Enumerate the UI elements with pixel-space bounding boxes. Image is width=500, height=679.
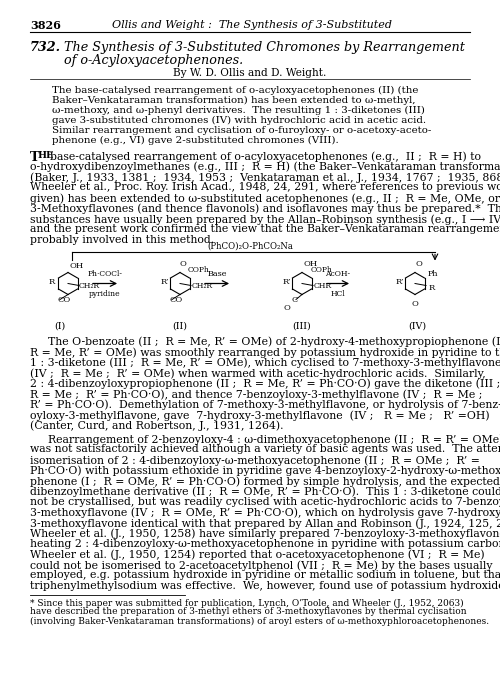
Text: dibenzoylmethane derivative (II ;  R = OMe, R’ = Ph·CO·O).  This 1 : 3-diketone : dibenzoylmethane derivative (II ; R = OM…	[30, 486, 500, 497]
Text: CH₂R: CH₂R	[192, 282, 213, 289]
Text: Similar rearrangement and cyclisation of o-furoyloxy- or o-acetoxy-aceto-: Similar rearrangement and cyclisation of…	[52, 126, 432, 135]
Text: gave 3-substituted chromones (IV) with hydrochloric acid in acetic acid.: gave 3-substituted chromones (IV) with h…	[52, 116, 426, 125]
Text: pyridine: pyridine	[89, 289, 121, 297]
Text: 3-methoxyflavone (IV ;  R = OMe, R’ = Ph·CO·O), which on hydrolysis gave 7-hydro: 3-methoxyflavone (IV ; R = OMe, R’ = Ph·…	[30, 507, 500, 518]
Text: Ph: Ph	[428, 270, 438, 278]
Text: (I): (I)	[54, 321, 66, 331]
Text: could not be isomerised to 2-acetoacetyltphenol (VII ;  R = Me) by the bases usu: could not be isomerised to 2-acetoacetyl…	[30, 560, 492, 570]
Text: T: T	[30, 151, 40, 164]
Text: Wheeler et al., Proc. Roy. Irish Acad., 1948, 24, 291, where references to previ: Wheeler et al., Proc. Roy. Irish Acad., …	[30, 183, 500, 193]
Text: Wheeler et al. (J., 1950, 1254) reported that o-acetoxyacetophenone (VI ;  R = M: Wheeler et al. (J., 1950, 1254) reported…	[30, 549, 484, 560]
Text: given) has been extended to ω-substituted acetophenones (e.g., II ;  R = Me, OMe: given) has been extended to ω-substitute…	[30, 193, 500, 204]
Text: Wheeler et al. (J., 1950, 1258) have similarly prepared 7-benzoyloxy-3-methoxyfl: Wheeler et al. (J., 1950, 1258) have sim…	[30, 528, 500, 539]
Text: R’: R’	[161, 278, 170, 285]
Text: HCl: HCl	[330, 289, 345, 297]
Text: By W. D. Ollis and D. Weight.: By W. D. Ollis and D. Weight.	[174, 68, 326, 78]
Text: R: R	[49, 278, 55, 285]
Text: O: O	[180, 261, 187, 268]
Text: oyloxy-3-methylflavone, gave  7-hydroxy-3-methylflavone  (IV ;   R = Me ;   R’ =: oyloxy-3-methylflavone, gave 7-hydroxy-3…	[30, 410, 490, 420]
Text: R’: R’	[283, 278, 292, 285]
Text: (II): (II)	[172, 321, 188, 331]
Text: 732.: 732.	[30, 41, 61, 54]
Text: (IV): (IV)	[408, 321, 426, 331]
Text: heating 2 : 4-dibenzoyloxy-ω-methoxyacetophenone in pyridine with potassium carb: heating 2 : 4-dibenzoyloxy-ω-methoxyacet…	[30, 539, 500, 549]
Text: OH: OH	[70, 261, 84, 270]
Text: and the present work confirmed the view that the Baker–Venkataraman rearrangemen: and the present work confirmed the view …	[30, 225, 500, 234]
Text: have described the preparation of 3-methyl ethers of 3-methoxyflavones by therma: have described the preparation of 3-meth…	[30, 608, 466, 617]
Text: triphenylmethylsodium was effective.  We, however, found use of potassium hydrox: triphenylmethylsodium was effective. We,…	[30, 581, 500, 591]
Text: The O-benzoate (II ;  R = Me, R’ = OMe) of 2-hydroxy-4-methoxypropiophenone (I ;: The O-benzoate (II ; R = Me, R’ = OMe) o…	[48, 337, 500, 347]
Text: 3-Methoxyflavones (and thence flavonols) and isoflavones may thus be prepared.* : 3-Methoxyflavones (and thence flavonols)…	[30, 204, 500, 214]
Text: R’ = Ph·CO·O).  Demethylation of 7-methoxy-3-methylflavone, or hydrolysis of 7-b: R’ = Ph·CO·O). Demethylation of 7-methox…	[30, 399, 500, 410]
Text: Ph·CO·O) with potassium ethoxide in pyridine gave 4-benzoyloxy-2-hydroxy-ω-metho: Ph·CO·O) with potassium ethoxide in pyri…	[30, 466, 500, 476]
Text: substances have usually been prepared by the Allan–Robinson synthesis (e.g., I ⟶: substances have usually been prepared by…	[30, 214, 500, 225]
Text: 3826: 3826	[30, 20, 61, 31]
Text: C: C	[292, 295, 298, 304]
Text: Rearrangement of 2-benzoyloxy-4 : ω-dimethoxyacetophenone (II ;  R = R’ = OMe): Rearrangement of 2-benzoyloxy-4 : ω-dime…	[48, 434, 500, 445]
Text: of o-Acyloxyacetophenones.: of o-Acyloxyacetophenones.	[64, 54, 243, 67]
Text: Ph·COCl-: Ph·COCl-	[88, 270, 122, 278]
Text: * Since this paper was submitted for publication, Lynch, O’Toole, and Wheeler (J: * Since this paper was submitted for pub…	[30, 598, 464, 608]
Text: phenone (I ;  R = OMe, R’ = Ph·CO·O) formed by simple hydrolysis, and the expect: phenone (I ; R = OMe, R’ = Ph·CO·O) form…	[30, 476, 500, 487]
Text: The Synthesis of 3-Substituted Chromones by Rearrangement: The Synthesis of 3-Substituted Chromones…	[64, 41, 465, 54]
Text: CH₂R: CH₂R	[79, 282, 100, 289]
Text: CHR: CHR	[314, 282, 332, 289]
Text: O: O	[284, 304, 291, 312]
Text: o-hydroxydibenzoylmethanes (e.g., III ;  R = H) (the Baker–Venkataraman transfor: o-hydroxydibenzoylmethanes (e.g., III ; …	[30, 162, 500, 172]
Text: CO: CO	[170, 295, 183, 304]
Text: 1 : 3-diketone (III ;  R = Me, R’ = OMe), which cyclised to 7-methoxy-3-methylfl: 1 : 3-diketone (III ; R = Me, R’ = OMe),…	[30, 358, 500, 368]
Text: employed, e.g. potassium hydroxide in pyridine or metallic sodium in toluene, bu: employed, e.g. potassium hydroxide in py…	[30, 570, 500, 581]
Text: COPh: COPh	[188, 265, 210, 274]
Text: (involving Baker-Venkataraman transformations) of aroyl esters of ω-methoxyphlor: (involving Baker-Venkataraman transforma…	[30, 617, 489, 625]
Text: Baker–Venkataraman transformation) has been extended to ω-methyl,: Baker–Venkataraman transformation) has b…	[52, 96, 416, 105]
Text: Base: Base	[208, 270, 227, 278]
Text: base-catalysed rearrangement of o-acyloxyacetophenones (e.g.,  II ;  R = H) to: base-catalysed rearrangement of o-acylox…	[50, 151, 481, 162]
Text: (Canter, Curd, and Robertson, J., 1931, 1264).: (Canter, Curd, and Robertson, J., 1931, …	[30, 420, 283, 431]
Text: probably involved in this method.: probably involved in this method.	[30, 235, 214, 245]
Text: was not satisfactorily achieved although a variety of basic agents was used.  Th: was not satisfactorily achieved although…	[30, 445, 500, 454]
Text: R: R	[429, 285, 435, 293]
Text: (Baker, J., 1933, 1381 ;  1934, 1953 ;  Venkataraman et al., J., 1934, 1767 ;  1: (Baker, J., 1933, 1381 ; 1934, 1953 ; Ve…	[30, 172, 500, 183]
Text: R = Me ;  R’ = Ph·CO·O), and thence 7-benzoyloxy-3-methylflavone (IV ;  R = Me ;: R = Me ; R’ = Ph·CO·O), and thence 7-ben…	[30, 389, 482, 399]
Text: 3-methoxyflavone identical with that prepared by Allan and Robinson (J., 1924, 1: 3-methoxyflavone identical with that pre…	[30, 518, 500, 528]
Text: (III): (III)	[292, 321, 312, 331]
Text: (PhCO)₂O-PhCO₂Na: (PhCO)₂O-PhCO₂Na	[207, 242, 293, 251]
Text: O: O	[411, 299, 418, 308]
Text: OH: OH	[303, 259, 318, 268]
Text: phenone (e.g., VI) gave 2-substituted chromones (VIII).: phenone (e.g., VI) gave 2-substituted ch…	[52, 136, 339, 145]
Text: HE: HE	[38, 151, 54, 160]
Text: ω-methoxy, and ω-phenyl derivatives.  The resulting 1 : 3-diketones (III): ω-methoxy, and ω-phenyl derivatives. The…	[52, 106, 425, 115]
Text: CO: CO	[58, 295, 71, 304]
Text: isomerisation of 2 : 4-dibenzoyloxy-ω-methoxyacetophenone (II ;  R = OMe ;  R’ =: isomerisation of 2 : 4-dibenzoyloxy-ω-me…	[30, 455, 480, 466]
Text: The base-catalysed rearrangement of o-acyloxyacetophenones (II) (the: The base-catalysed rearrangement of o-ac…	[52, 86, 418, 95]
Text: 2 : 4-dibenzoyloxypropiophenone (II ;  R = Me, R’ = Ph·CO·O) gave the diketone (: 2 : 4-dibenzoyloxypropiophenone (II ; R …	[30, 378, 500, 389]
Text: not be crystallised, but was readily cyclised with acetic-hydrochloric acids to : not be crystallised, but was readily cyc…	[30, 497, 500, 507]
Text: AcOH-: AcOH-	[326, 270, 350, 278]
Text: R = Me, R’ = OMe) was smoothly rearranged by potassium hydroxide in pyridine to : R = Me, R’ = OMe) was smoothly rearrange…	[30, 347, 500, 358]
Text: Ollis and Weight :  The Synthesis of 3-Substituted: Ollis and Weight : The Synthesis of 3-Su…	[112, 20, 392, 30]
Text: O: O	[416, 261, 423, 268]
Text: (IV ;  R = Me ;  R’ = OMe) when warmed with acetic-hydrochloric acids.  Similarl: (IV ; R = Me ; R’ = OMe) when warmed wit…	[30, 368, 486, 379]
Text: COPh: COPh	[311, 266, 333, 274]
Text: R’: R’	[396, 278, 404, 285]
